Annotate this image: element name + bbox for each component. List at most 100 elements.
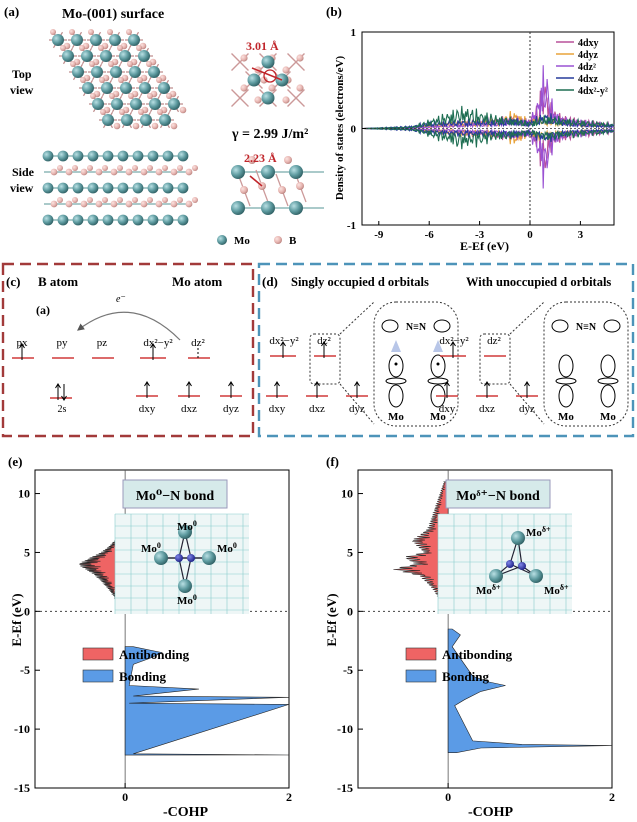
panel-b: (b) -9 -6 -3 0 3 1 0 -1 4dxy4dyz4dz²4dxz4dx²-y²… [326, 4, 615, 253]
b-atom [177, 165, 183, 171]
mo-atom [162, 214, 174, 226]
bonding-swatch [405, 669, 437, 683]
legend-b-swatch [274, 236, 282, 244]
b-atom [50, 168, 58, 176]
antibonding-swatch [405, 647, 437, 661]
b-atom [284, 156, 292, 164]
legend-entry: 4dyz [578, 50, 599, 61]
mo-atom [117, 182, 129, 194]
mo-atom [147, 150, 159, 162]
mo-atom [91, 66, 103, 78]
b-atom [100, 109, 106, 115]
electron-label: e⁻ [116, 294, 126, 305]
b-atom [162, 165, 168, 171]
panel-d-box [257, 262, 635, 438]
b-atom [240, 186, 248, 194]
x-tick-label: 0 [122, 790, 128, 804]
y-tick-label: 0 [347, 604, 353, 618]
b-atom [110, 168, 118, 176]
dz2-lobe [430, 354, 446, 378]
orbital-label: dyz [519, 403, 535, 415]
y-tick-label: -10 [14, 722, 30, 736]
mo-atom [87, 214, 99, 226]
antibonding-swatch [82, 647, 114, 661]
electron-dot [394, 362, 398, 366]
panel-c-box [1, 262, 255, 438]
x-tick-label: 2 [609, 790, 615, 804]
mo-atom [72, 66, 84, 78]
b-atom [50, 29, 56, 35]
y-tick-label: 0 [351, 124, 357, 136]
legend-mo-swatch [217, 235, 227, 245]
mo-atom [111, 98, 123, 110]
b-atom [138, 109, 144, 115]
b-atom [132, 165, 138, 171]
mo-atom [57, 214, 69, 226]
n-atom [175, 554, 183, 562]
mo-atom-label: Mo0 [177, 593, 197, 607]
legend-mo: Mo [234, 235, 250, 247]
panel-a: (a) Mo-(001) surface Top view Side view … [4, 4, 324, 247]
bonding-legend: Bonding [119, 669, 166, 684]
mo-atom [489, 569, 503, 583]
mo-atom [162, 150, 174, 162]
dz2-highlight-box [309, 333, 341, 385]
b-atom [127, 61, 133, 67]
b-atom [126, 29, 132, 35]
b-atom [254, 96, 262, 104]
b-atom [155, 200, 163, 208]
legend-entry: 4dz² [578, 62, 596, 73]
zoom-line [339, 301, 375, 335]
b-atom [60, 45, 66, 51]
b-atom [50, 200, 58, 208]
spin-arrow-head [61, 395, 67, 401]
b-atom [57, 165, 63, 171]
spin-arrow-head [19, 343, 25, 349]
panel-a-letter: (a) [4, 4, 19, 19]
mo-atom [132, 182, 144, 194]
orbital-label: dyz [349, 403, 365, 415]
dos-series-up [362, 105, 615, 130]
top-view-cell [231, 53, 305, 107]
interaction-arrow [433, 340, 443, 352]
orbital-label: dyz [223, 403, 239, 415]
b-atom [151, 122, 159, 130]
b-atom [156, 77, 162, 83]
y-tick-label: 5 [24, 545, 30, 559]
n-atom [518, 562, 526, 570]
cohp-frame [357, 469, 613, 789]
panel-e-letter: (e) [8, 454, 22, 469]
spin-arrow-head [354, 381, 360, 387]
zoom-line [339, 383, 375, 425]
interaction-arrow [391, 340, 401, 352]
electron-dot [436, 362, 440, 366]
panel-c-letter: (c) [6, 274, 20, 289]
orbital-label: dz² [487, 335, 501, 347]
mo-atom [128, 34, 140, 46]
n2-orbital-lobe [433, 319, 451, 333]
b-atom [140, 200, 148, 208]
b-atom [177, 197, 183, 203]
b-atom [166, 93, 172, 99]
orbital-label: dx²−y² [269, 335, 299, 347]
mo-atom [87, 182, 99, 194]
orbital-label: dxy [139, 403, 156, 415]
x-tick-label: 0 [527, 229, 533, 241]
mo-atom [52, 34, 64, 46]
mo-charge: δ+ [560, 583, 569, 592]
bond [239, 97, 249, 107]
b-atom [95, 200, 103, 208]
bond-length-top: 3.01 Å [246, 39, 279, 53]
mo-atom [130, 98, 142, 110]
mo-atom [71, 34, 83, 46]
side-view-label-1: Side [12, 165, 35, 179]
b-atom [117, 45, 123, 51]
spin-arrow-head [444, 381, 450, 387]
mo-atom [102, 114, 114, 126]
b-atom [170, 168, 178, 176]
b-atom [162, 197, 168, 203]
bond-length-side: 2.23 Å [244, 151, 277, 165]
nn-label: N≡N [406, 322, 427, 333]
mo-atom [138, 50, 150, 62]
